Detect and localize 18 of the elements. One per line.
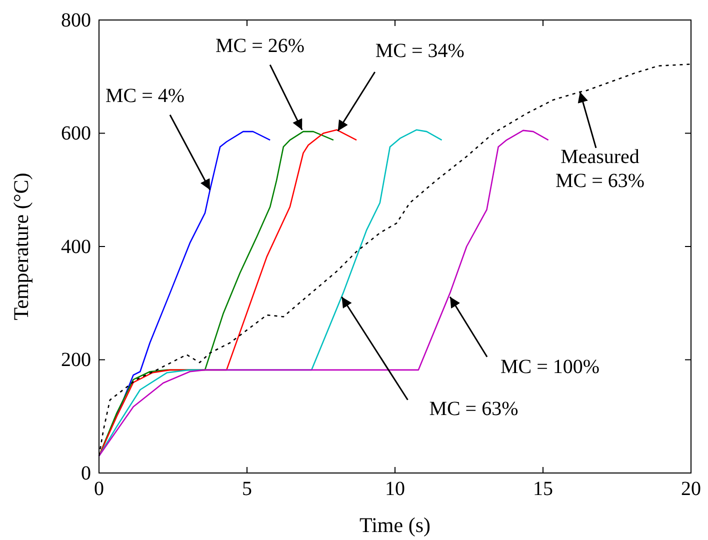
x-tick-label: 5: [242, 478, 252, 500]
annotation: Measured MC = 63%: [555, 146, 645, 192]
y-tick-label: 0: [81, 462, 91, 484]
annotation: MC = 4%: [105, 84, 185, 107]
y-tick-label: 200: [61, 349, 91, 372]
x-tick-label: 20: [681, 478, 701, 500]
annotation: MC = 26%: [216, 34, 305, 57]
annotation: MC = 63%: [429, 398, 518, 420]
y-tick-label: 400: [61, 236, 91, 258]
x-tick-label: 10: [385, 478, 405, 500]
x-axis-title: Time (s): [360, 513, 430, 537]
y-tick-label: 600: [61, 122, 91, 145]
line-series: [98, 130, 549, 457]
y-tick-label: 800: [61, 9, 91, 32]
annotation: MC = 34%: [375, 40, 464, 62]
annotation: MC = 100%: [500, 356, 600, 378]
x-tick-label: 15: [533, 478, 553, 500]
y-axis-title: Temperature (°C): [9, 172, 33, 320]
